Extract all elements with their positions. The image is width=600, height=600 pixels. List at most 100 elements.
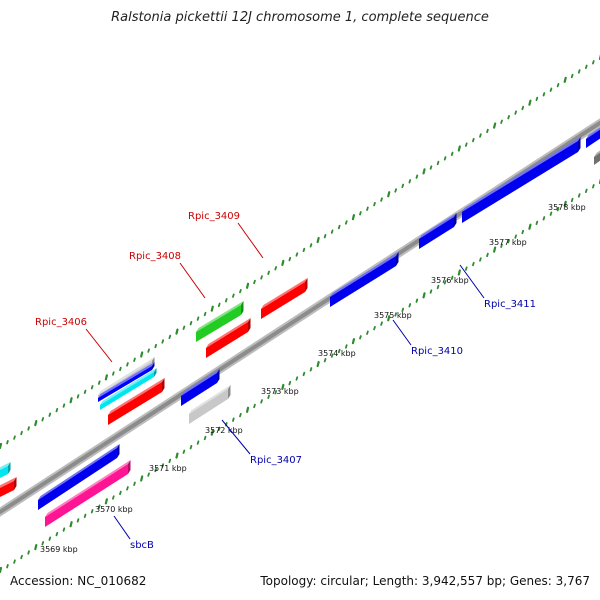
- feature-cyan-3406: [100, 368, 157, 410]
- guide-dot: [359, 335, 362, 340]
- gene-features: [0, 127, 600, 527]
- guide-dot: [34, 544, 38, 551]
- gene-label: sbcB: [130, 540, 154, 551]
- guide-dot: [260, 399, 263, 404]
- guide-dot: [6, 440, 9, 445]
- guide-dot: [41, 417, 45, 422]
- guide-dot: [154, 343, 157, 349]
- guide-dot: [260, 275, 263, 280]
- guide-dot: [27, 550, 30, 555]
- guide-dot: [584, 64, 588, 69]
- guide-dot: [281, 259, 285, 267]
- guide-dot: [323, 234, 327, 239]
- guide-dot: [549, 211, 553, 216]
- guide-dot: [62, 527, 66, 532]
- tick-label: 3573 kbp: [261, 387, 299, 396]
- guide-dot: [0, 442, 3, 450]
- guide-dot: [34, 420, 38, 427]
- label-leader-line: [85, 328, 113, 363]
- guide-dot: [316, 360, 320, 368]
- guide-dot: [239, 412, 242, 418]
- gene-label: Rpic_3409: [188, 211, 240, 222]
- guide-dot: [55, 531, 59, 537]
- feature-pink-sbcb: [45, 460, 131, 527]
- guide-dot: [119, 366, 122, 372]
- guide-dot: [175, 452, 179, 459]
- guide-dot: [224, 298, 228, 303]
- gene-label: Rpic_3408: [129, 251, 181, 262]
- guide-dot: [366, 206, 369, 211]
- guide-dot: [55, 407, 59, 413]
- guide-dot: [253, 403, 256, 409]
- gene-label: Rpic_3406: [35, 317, 87, 328]
- guide-dot: [563, 200, 567, 207]
- guide-dot: [133, 357, 136, 362]
- guide-dot: [112, 495, 115, 500]
- label-leader-line: [459, 264, 485, 299]
- guide-dot: [528, 223, 532, 230]
- guide-dot: [344, 220, 348, 225]
- tick-label: 3569 kbp: [40, 545, 78, 554]
- guide-dot: [0, 566, 3, 574]
- guide-dot: [500, 243, 503, 248]
- guide-dot: [189, 321, 193, 326]
- guide-dot: [274, 266, 277, 271]
- guide-dot: [203, 311, 207, 317]
- feature-green-3408: [196, 301, 244, 342]
- guide-dot: [69, 397, 73, 404]
- feature-red-left-edge: [0, 477, 17, 497]
- feature-blue-3411-small: [419, 213, 457, 249]
- guide-dot: [592, 184, 595, 189]
- guide-dot: [486, 252, 489, 258]
- guide-dot: [570, 73, 574, 79]
- map-title: Ralstonia pickettii 12J chromosome 1, co…: [111, 10, 489, 25]
- guide-dot: [267, 394, 270, 399]
- guide-dot: [154, 467, 157, 473]
- guide-dot: [592, 60, 595, 65]
- guide-dot: [500, 119, 503, 124]
- gene-label: Rpic_3407: [250, 455, 302, 466]
- guide-dot: [6, 564, 9, 569]
- guide-dot: [535, 220, 539, 226]
- guide-dot: [76, 394, 80, 399]
- gene-label: Rpic_3410: [411, 346, 463, 357]
- guide-dot: [387, 315, 391, 322]
- guide-dot: [210, 305, 214, 312]
- feature-blue-3407: [181, 369, 220, 406]
- guide-dot: [217, 426, 221, 432]
- guide-dot: [83, 513, 87, 518]
- scale-ticks: 3569 kbp 3570 kbp 3571 kbp 3572 kbp 3573 kbp…: [40, 203, 586, 554]
- guide-dot: [147, 348, 150, 353]
- guide-dot: [493, 246, 497, 253]
- guide-dot: [359, 211, 362, 216]
- label-leader-line: [179, 262, 206, 299]
- guide-dot: [429, 165, 433, 170]
- guide-dot: [556, 83, 560, 88]
- guide-dot: [401, 183, 405, 188]
- guide-dot: [83, 389, 87, 394]
- guide-dot: [168, 334, 172, 340]
- guide-dot: [119, 490, 122, 496]
- guide-dot: [443, 156, 447, 161]
- label-leader-line: [113, 515, 131, 540]
- feature-blue-3410: [330, 252, 399, 307]
- guide-dot: [20, 430, 23, 436]
- guide-dot: [90, 509, 94, 514]
- guide-dot: [295, 376, 299, 381]
- guide-dot: [486, 128, 489, 134]
- feature-red-3408: [206, 318, 251, 358]
- guide-dot: [401, 307, 405, 312]
- dotted-guide-lines: [0, 54, 600, 574]
- guide-dot: [507, 115, 510, 120]
- guide-dot: [196, 316, 200, 321]
- guide-dot: [577, 69, 581, 74]
- guide-dot: [112, 371, 115, 376]
- guide-dot: [295, 252, 299, 257]
- guide-dot: [274, 390, 277, 395]
- guide-dot: [217, 302, 221, 308]
- guide-dot: [90, 385, 94, 390]
- guide-dot: [457, 145, 461, 152]
- guide-dot: [507, 239, 510, 244]
- guide-dot: [330, 229, 334, 234]
- inner-dotted-line: [0, 178, 600, 574]
